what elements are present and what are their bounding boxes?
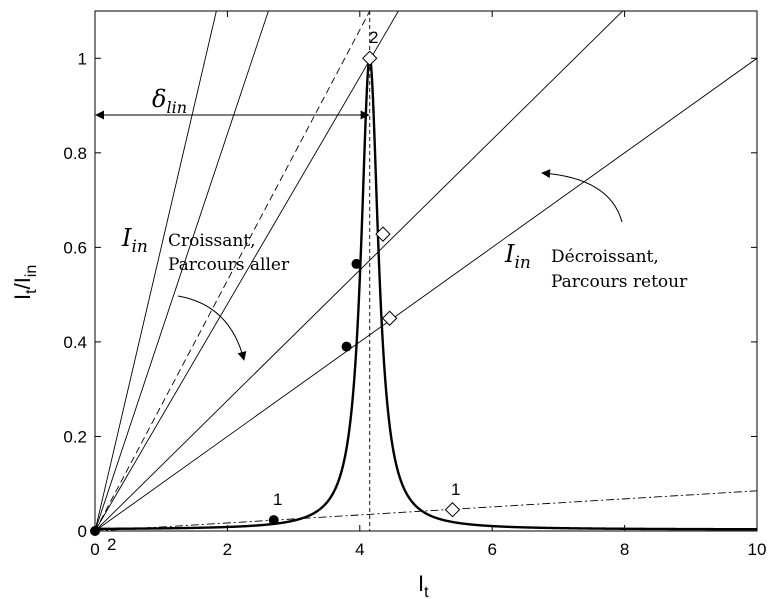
y-tick-label: 0.8	[63, 144, 87, 163]
x-tick-label: 4	[355, 540, 364, 559]
proportional-line-1	[95, 11, 269, 531]
annotation-left-arrow	[177, 295, 247, 361]
annotation-left-math-I: I	[121, 224, 132, 252]
x-axis-label-main: I	[418, 571, 424, 596]
filled-data-point	[351, 258, 362, 269]
open-diamond-point	[362, 50, 378, 66]
x-tick-label: 2	[223, 540, 232, 559]
proportional-line-4	[95, 11, 624, 531]
y-tick-label: 0.6	[63, 238, 87, 257]
annotation-right-math: Iin	[504, 240, 531, 273]
delta-symbol: δ	[152, 85, 166, 113]
y-tick-label: 0.4	[63, 333, 87, 352]
dashed-line	[95, 11, 371, 531]
y-tick-label: 1	[78, 49, 87, 68]
open-diamond-point	[375, 226, 391, 242]
annotation-left-line1: Croissant,	[168, 231, 256, 251]
annotation-right-math-I: I	[504, 240, 515, 268]
annotation-right-line2: Parcours retour	[551, 272, 688, 292]
annotation-right-arrow	[541, 169, 623, 223]
open-diamond-point	[444, 502, 461, 518]
x-tick-label: 10	[748, 540, 767, 559]
annotation-right-line1: Décroissant,	[551, 247, 659, 267]
y-axis-label: It/Iin	[10, 265, 40, 300]
y-tick-label: 0	[78, 522, 87, 541]
x-tick-label: 6	[487, 540, 496, 559]
plot-lines	[95, 11, 757, 531]
proportional-line-5	[95, 11, 217, 531]
open-point-label: 1	[451, 480, 460, 499]
delta-lin-label: δlin	[152, 85, 187, 117]
resonance-curve	[95, 56, 757, 531]
y-tick-label: 0.2	[63, 427, 87, 446]
annotation-right-math-sub: in	[514, 253, 530, 273]
y-axis-label-sub-in: in	[23, 265, 40, 277]
open-diamond-point	[381, 310, 398, 326]
annotation-left-math-sub: in	[131, 237, 147, 257]
y-axis-label-sub-t: t	[23, 289, 40, 294]
proportional-line-3	[95, 57, 757, 531]
proportional-line-2	[95, 11, 399, 531]
plot-frame	[94, 10, 758, 532]
peak-point-label: 2	[369, 28, 378, 47]
y-axis-label-main: I	[10, 294, 35, 300]
filled-data-point	[268, 515, 279, 526]
annotation-left-math: Iin	[121, 224, 148, 257]
data-markers	[90, 50, 461, 536]
annotation-right: Iin Décroissant, Parcours retour	[504, 169, 688, 292]
y-axis-ticks: 0 0.2 0.4 0.6 0.8 1	[63, 49, 757, 541]
dashdot-line	[95, 490, 757, 531]
delta-subscript: lin	[166, 98, 187, 117]
filled-point-label: 1	[273, 490, 282, 509]
x-axis-ticks: 0 2 4 6 8 10	[90, 11, 766, 559]
filled-data-point	[341, 341, 352, 352]
resonance-curve-group	[95, 56, 757, 531]
annotation-left: Iin Croissant, Parcours aller	[121, 224, 290, 361]
origin-point-label: 2	[107, 535, 116, 554]
x-tick-label: 8	[620, 540, 629, 559]
y-axis-label-sep: /I	[10, 277, 35, 289]
x-axis-label-sub: t	[424, 584, 429, 599]
x-tick-label: 0	[90, 540, 99, 559]
annotation-left-line2: Parcours aller	[168, 255, 290, 275]
x-axis-label: It	[418, 571, 429, 599]
